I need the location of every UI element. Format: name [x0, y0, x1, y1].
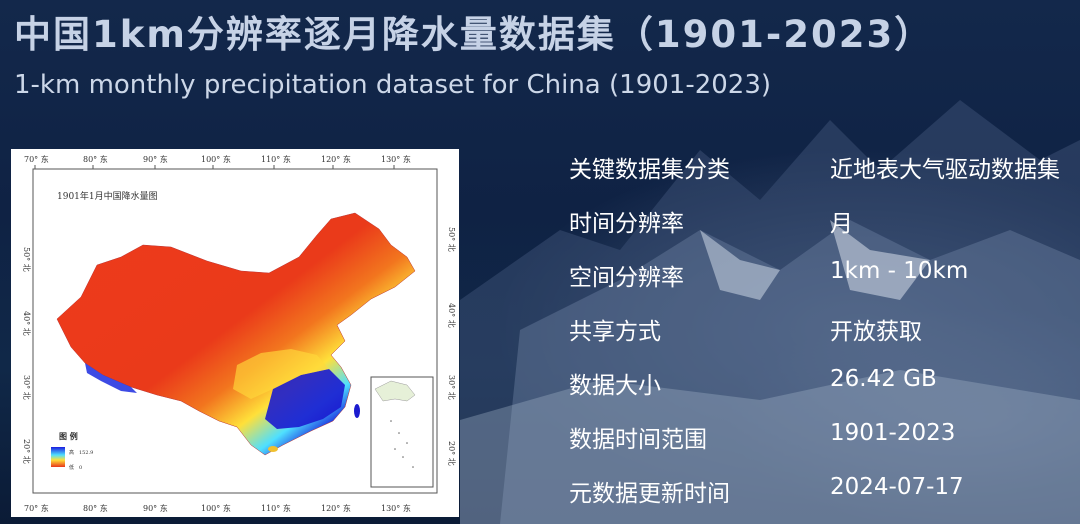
map-ticks: [34, 165, 395, 169]
lat-tick-right-20: 20° 北: [447, 441, 456, 466]
southeast-high-precip: [265, 369, 345, 429]
info-row-sharing: 共享方式 开放获取: [569, 312, 1074, 352]
lon-tick-bottom-90: 90° 东: [143, 503, 168, 513]
lat-tick-right-30: 30° 北: [447, 375, 456, 400]
info-row-time-range: 数据时间范围 1901-2023: [569, 420, 1074, 460]
lon-tick-top-120: 120° 东: [321, 154, 351, 164]
lat-tick-left-40: 40° 北: [22, 311, 31, 336]
info-value: 1km - 10km: [830, 258, 969, 284]
info-row-temporal-resolution: 时间分辨率 月: [569, 204, 1074, 244]
legend-low-label: 低: [69, 464, 74, 471]
lat-tick-right-50: 50° 北: [447, 227, 456, 252]
inset-islands: [390, 420, 414, 468]
page-title: 中国1km分辨率逐月降水量数据集（1901-2023）: [14, 13, 934, 56]
lon-tick-top-80: 80° 东: [83, 154, 108, 164]
lon-tick-bottom-70: 70° 东: [24, 503, 49, 513]
info-value: 开放获取: [830, 319, 922, 345]
info-key: 元数据更新时间: [569, 481, 730, 507]
lat-tick-left-50: 50° 北: [22, 247, 31, 272]
info-key: 空间分辨率: [569, 265, 684, 291]
info-key: 共享方式: [569, 319, 661, 345]
info-row-metadata-updated: 元数据更新时间 2024-07-17: [569, 474, 1074, 514]
page-subtitle: 1-km monthly precipitation dataset for C…: [14, 70, 772, 100]
lon-tick-bottom-110: 110° 东: [261, 503, 291, 513]
lon-tick-bottom-100: 100° 东: [201, 503, 231, 513]
info-value: 月: [830, 211, 853, 237]
precipitation-map-card: 70° 东 80° 东 90° 东 100° 东 110° 东 120° 东 1…: [11, 149, 459, 517]
info-key: 关键数据集分类: [569, 157, 730, 183]
info-value: 2024-07-17: [830, 474, 964, 500]
transition-band: [233, 349, 329, 399]
lon-tick-bottom-120: 120° 东: [321, 503, 351, 513]
map-caption: 1901年1月中国降水量图: [57, 190, 158, 202]
info-row-category: 关键数据集分类 近地表大气驱动数据集: [569, 150, 1074, 190]
legend-high-label: 高: [69, 449, 74, 456]
lon-tick-top-130: 130° 东: [381, 154, 411, 164]
lon-tick-top-70: 70° 东: [24, 154, 49, 164]
legend-low-value: 0: [79, 465, 82, 471]
precipitation-map: 70° 东 80° 东 90° 东 100° 东 110° 东 120° 东 1…: [22, 154, 456, 513]
lon-tick-top-110: 110° 东: [261, 154, 291, 164]
info-value: 近地表大气驱动数据集: [830, 157, 1060, 183]
lat-tick-right-40: 40° 北: [447, 303, 456, 328]
legend-high-value: 152.9: [79, 450, 93, 456]
hainan-shape: [268, 446, 278, 452]
info-value: 26.42 GB: [830, 366, 937, 392]
info-row-spatial-resolution: 空间分辨率 1km - 10km: [569, 258, 1074, 298]
lat-tick-left-20: 20° 北: [22, 439, 31, 464]
lon-tick-top-100: 100° 东: [201, 154, 231, 164]
info-key: 时间分辨率: [569, 211, 684, 237]
lat-tick-left-30: 30° 北: [22, 375, 31, 400]
info-key: 数据大小: [569, 373, 661, 399]
info-key: 数据时间范围: [569, 427, 707, 453]
info-value: 1901-2023: [830, 420, 956, 446]
tibet-high-precip: [85, 363, 137, 393]
legend-title: 图 例: [59, 431, 78, 441]
lon-tick-bottom-80: 80° 东: [83, 503, 108, 513]
lon-tick-bottom-130: 130° 东: [381, 503, 411, 513]
legend-color-bar: [51, 447, 65, 467]
info-row-data-size: 数据大小 26.42 GB: [569, 366, 1074, 406]
taiwan-shape: [354, 404, 360, 418]
lon-tick-top-90: 90° 东: [143, 154, 168, 164]
